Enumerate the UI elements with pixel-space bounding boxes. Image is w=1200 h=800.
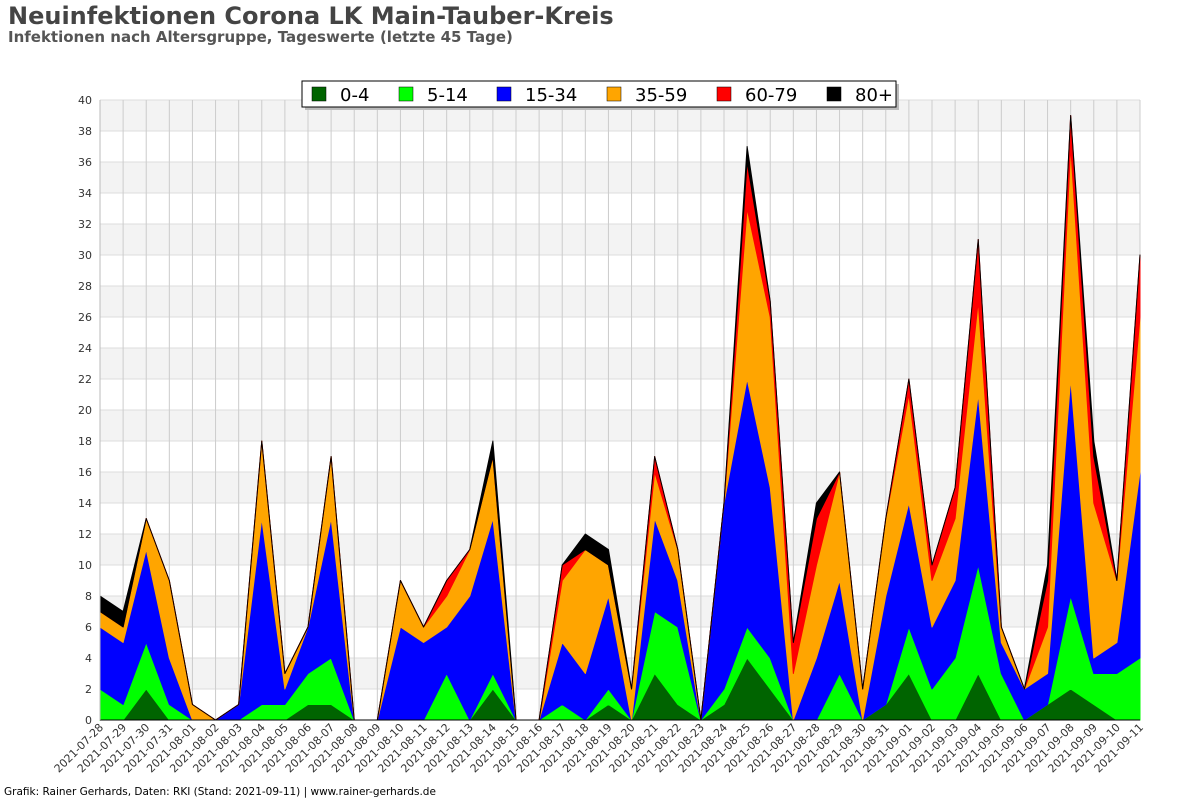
x-tick-labels: 2021-07-282021-07-292021-07-302021-07-31… xyxy=(52,721,1146,775)
legend-swatch-60-79 xyxy=(716,86,732,102)
y-tick-label: 6 xyxy=(85,621,92,634)
y-tick-label: 30 xyxy=(78,249,92,262)
legend-swatch-15-34 xyxy=(496,86,512,102)
legend-label-0-4: 0-4 xyxy=(340,85,369,106)
legend-swatch-5-14 xyxy=(398,86,414,102)
y-tick-label: 40 xyxy=(78,94,92,107)
legend: 0-4 5-14 15-34 35-59 60-79 80+ xyxy=(301,80,899,110)
y-tick-label: 4 xyxy=(85,652,92,665)
y-tick-label: 32 xyxy=(78,218,92,231)
legend-label-5-14: 5-14 xyxy=(427,85,468,106)
plot-band xyxy=(100,317,1140,348)
y-tick-label: 16 xyxy=(78,466,92,479)
plot-band xyxy=(100,286,1140,317)
plot-band xyxy=(100,162,1140,193)
legend-label-80+: 80+ xyxy=(855,85,893,106)
y-tick-label: 24 xyxy=(78,342,92,355)
y-tick-label: 18 xyxy=(78,435,92,448)
y-tick-label: 0 xyxy=(85,714,92,727)
y-tick-label: 8 xyxy=(85,590,92,603)
legend-swatch-80+ xyxy=(826,86,842,102)
y-tick-label: 38 xyxy=(78,125,92,138)
plot-band xyxy=(100,224,1140,255)
plot-band xyxy=(100,131,1140,162)
y-tick-label: 36 xyxy=(78,156,92,169)
legend-swatch-0-4 xyxy=(311,86,327,102)
y-tick-label: 12 xyxy=(78,528,92,541)
legend-swatch-35-59 xyxy=(606,86,622,102)
y-tick-label: 34 xyxy=(78,187,92,200)
axes xyxy=(99,100,1140,721)
y-tick-label: 22 xyxy=(78,373,92,386)
y-tick-label: 26 xyxy=(78,311,92,324)
y-tick-label: 14 xyxy=(78,497,92,510)
y-tick-label: 2 xyxy=(85,683,92,696)
y-tick-label: 28 xyxy=(78,280,92,293)
y-tick-label: 20 xyxy=(78,404,92,417)
plot-band xyxy=(100,193,1140,224)
chart-title: Neuinfektionen Corona LK Main-Tauber-Kre… xyxy=(8,2,614,30)
plot-band xyxy=(100,255,1140,286)
area-series-80+ xyxy=(99,115,1141,721)
footer-credit: Grafik: Rainer Gerhards, Daten: RKI (Sta… xyxy=(4,786,436,798)
y-tick-label: 10 xyxy=(78,559,92,572)
chart-subtitle: Infektionen nach Altersgruppe, Tageswert… xyxy=(8,28,513,46)
legend-label-35-59: 35-59 xyxy=(635,85,687,106)
legend-box xyxy=(301,80,897,108)
legend-label-15-34: 15-34 xyxy=(525,85,577,106)
legend-label-60-79: 60-79 xyxy=(745,85,797,106)
